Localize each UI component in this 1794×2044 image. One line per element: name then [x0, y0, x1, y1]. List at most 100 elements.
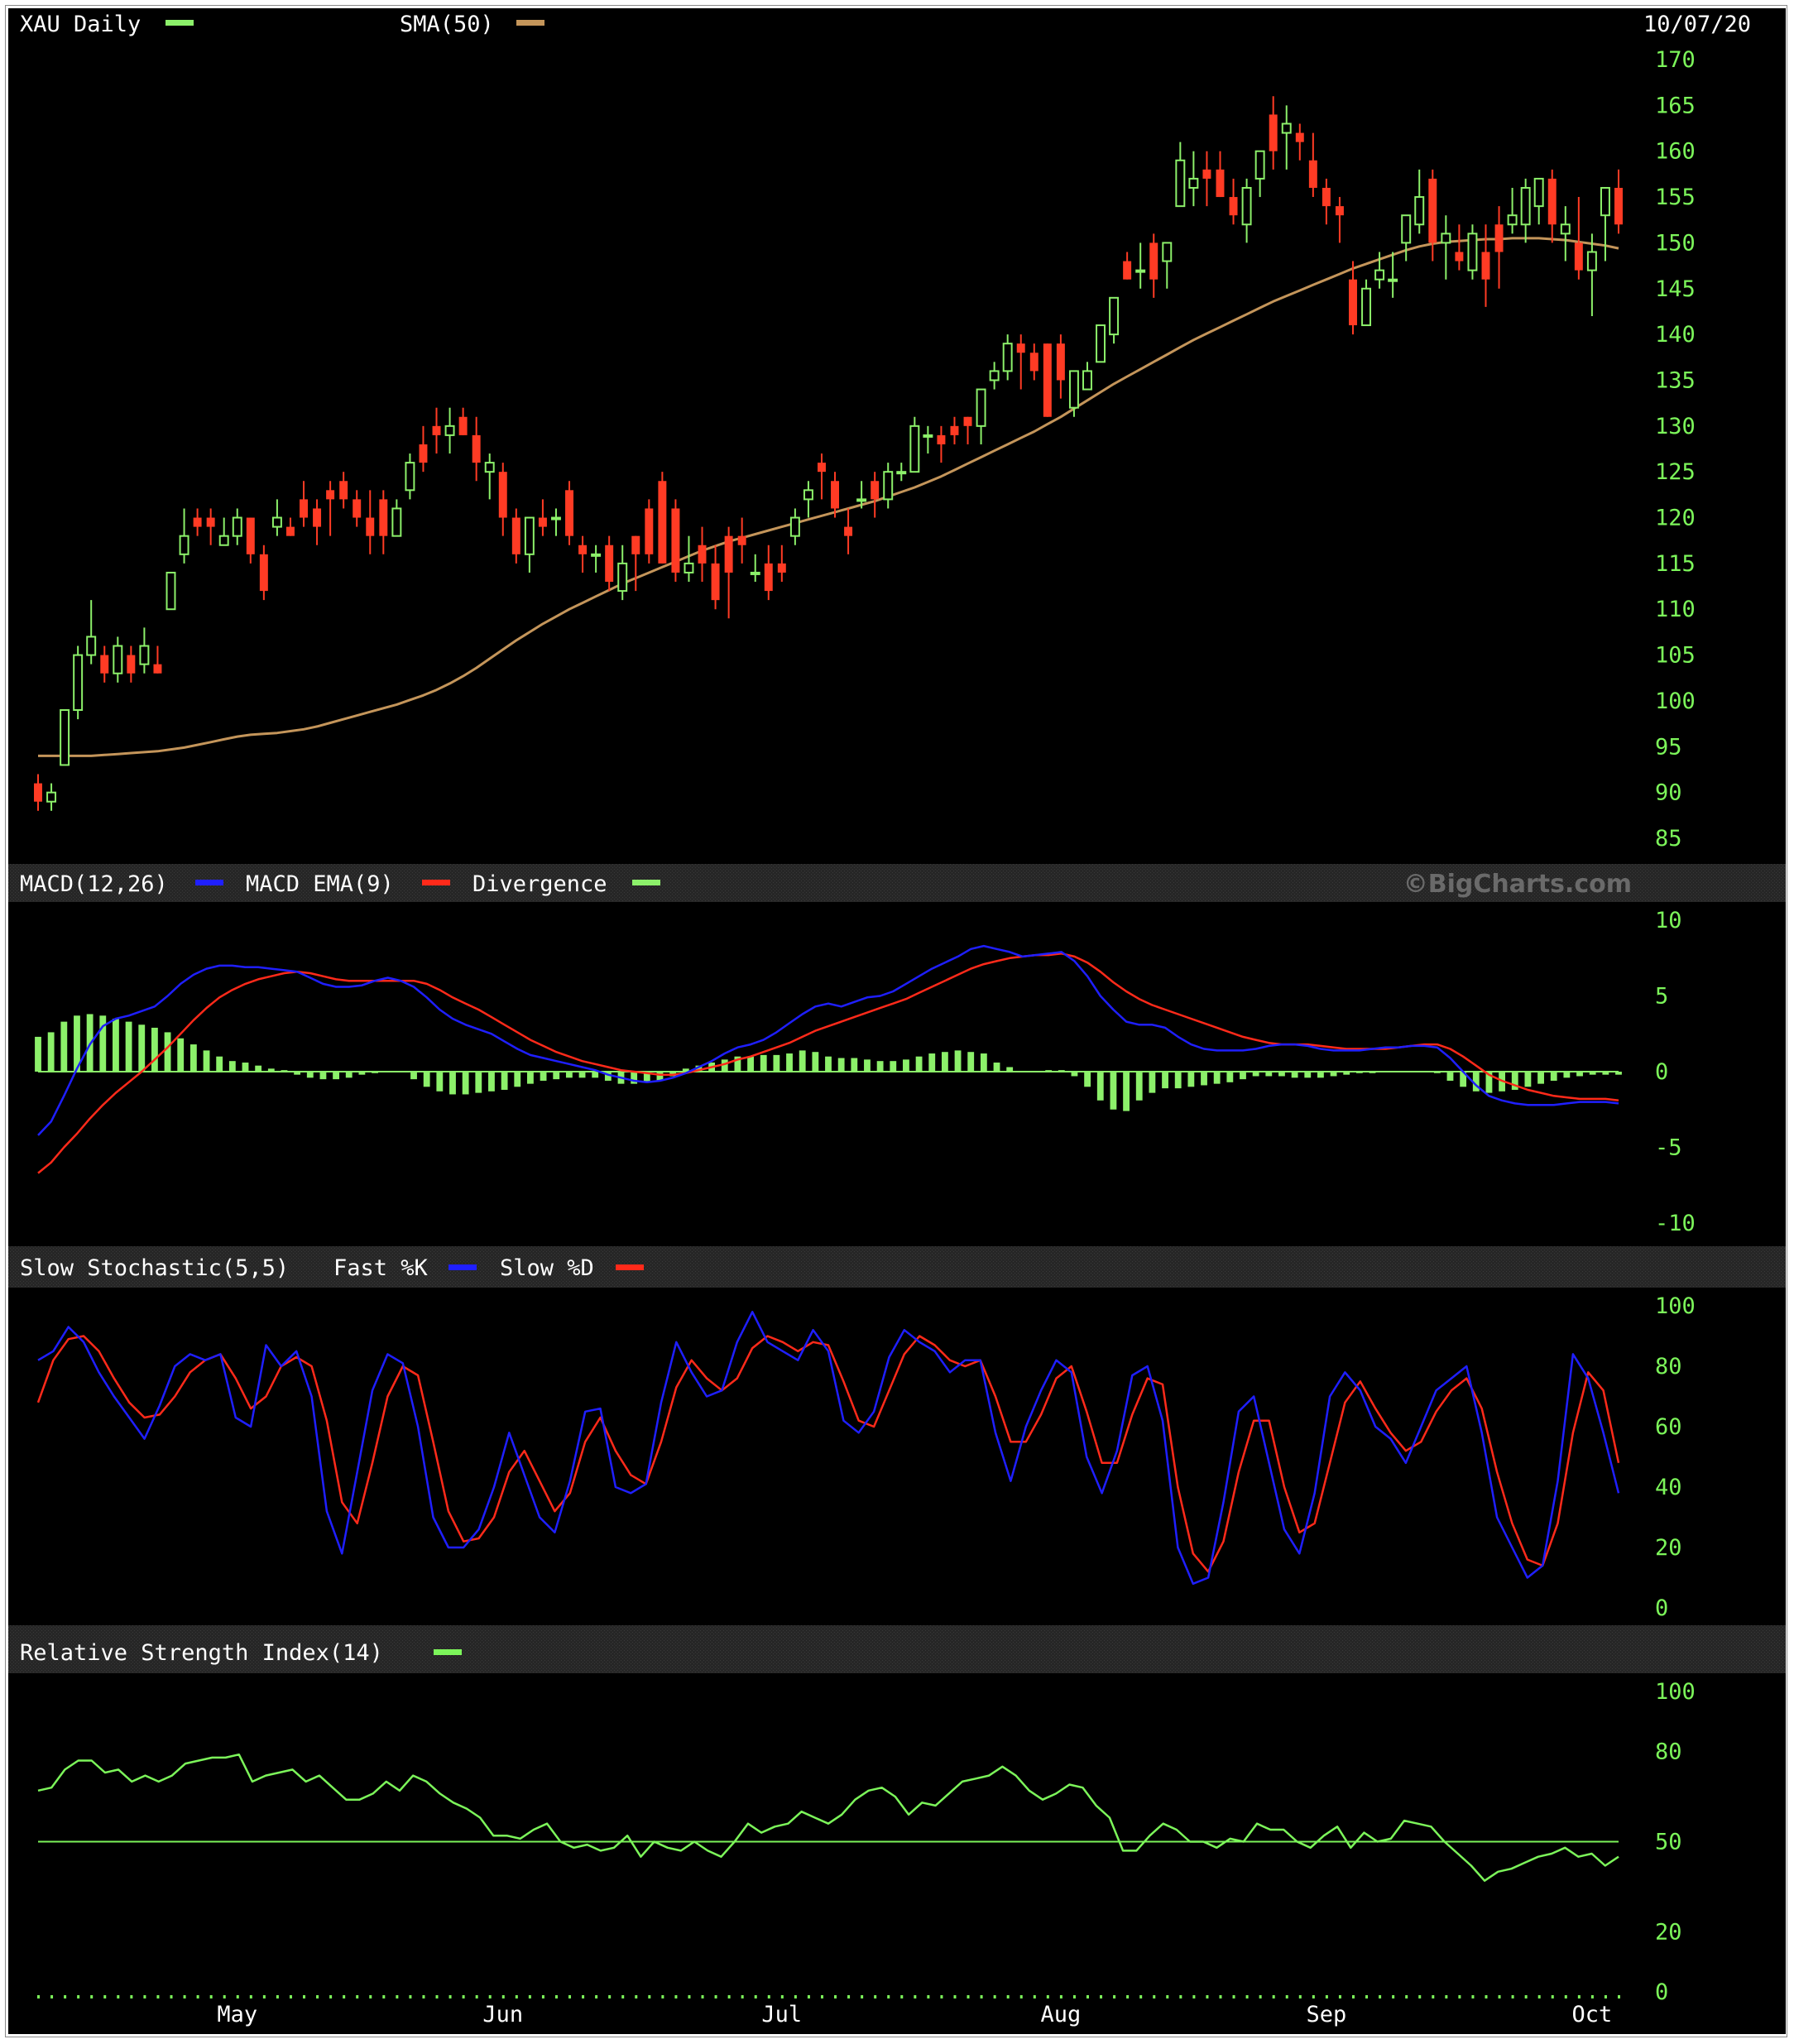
divergence-bar	[1213, 1072, 1221, 1084]
x-axis-tick	[1498, 1995, 1501, 1998]
candle-body-down	[1308, 160, 1317, 188]
candle-body-down	[671, 508, 680, 573]
candle-body-down	[605, 545, 614, 583]
divergence-bar	[462, 1072, 469, 1095]
x-axis-tick	[608, 1995, 612, 1998]
candle-body-down	[817, 463, 826, 473]
candle-body-up	[444, 425, 455, 436]
divergence-bar	[592, 1072, 599, 1078]
x-axis-tick	[1059, 1995, 1062, 1998]
x-axis-tick	[262, 1995, 266, 1998]
divergence-bar	[294, 1072, 301, 1075]
x-axis-tick	[528, 1995, 531, 1998]
divergence-bar	[1317, 1072, 1324, 1078]
price-tick-label: 100	[1655, 689, 1696, 714]
candle-body-down	[1428, 178, 1437, 243]
price-tick-label: 110	[1655, 597, 1696, 622]
candle-body-down	[1614, 187, 1623, 225]
x-axis-tick	[329, 1995, 333, 1998]
divergence-bar	[436, 1072, 444, 1092]
x-axis-tick	[1445, 1995, 1448, 1998]
x-axis-tick	[1072, 1995, 1076, 1998]
x-axis-tick	[1379, 1995, 1382, 1998]
rsi-tick-label: 100	[1655, 1679, 1696, 1705]
divergence-bar	[1201, 1072, 1207, 1086]
candle-body-down	[737, 535, 746, 545]
x-axis-tick	[621, 1995, 625, 1998]
x-axis-tick	[103, 1995, 107, 1998]
candle-body-down	[1043, 343, 1052, 417]
divergence-bar	[565, 1072, 573, 1078]
candle-body-down	[1574, 242, 1583, 271]
candle-body-down	[193, 517, 202, 527]
divergence-bar	[113, 1018, 119, 1072]
divergence-bar	[760, 1054, 767, 1072]
candle-body-up	[86, 636, 97, 656]
rsi-tick-label: 20	[1655, 1919, 1682, 1945]
divergence-bar	[1485, 1072, 1493, 1093]
candle-body-up	[1188, 177, 1199, 189]
divergence-bar	[578, 1072, 586, 1078]
divergence-bar	[747, 1056, 754, 1072]
candle-body-down	[831, 481, 840, 509]
x-axis-tick	[303, 1995, 306, 1998]
rsi-line	[37, 1753, 1619, 1882]
x-axis-tick	[754, 1995, 757, 1998]
divergence-bar	[1446, 1072, 1454, 1081]
divergence-bar	[1006, 1067, 1014, 1072]
slow-d-line	[36, 1335, 1620, 1573]
x-axis-tick	[582, 1995, 585, 1998]
x-axis-tick	[1019, 1995, 1023, 1998]
divergence-label: Divergence	[472, 871, 607, 897]
price-tick-label: 95	[1655, 734, 1682, 760]
candle-body-up	[684, 562, 694, 573]
x-axis-tick	[1405, 1995, 1408, 1998]
stoch-title: Slow Stochastic(5,5)	[20, 1255, 289, 1281]
x-axis-tick	[396, 1995, 399, 1998]
x-axis-tick	[927, 1995, 930, 1998]
x-axis-tick	[794, 1995, 797, 1998]
candle-body-down	[1547, 178, 1557, 225]
x-axis-tick	[143, 1995, 146, 1998]
candle-body-up	[1135, 269, 1146, 273]
candle-body-up	[1241, 186, 1252, 226]
candle-body-up	[1162, 242, 1173, 262]
candle-body-up	[1533, 177, 1544, 208]
candle-body-down	[711, 563, 720, 601]
divergence-bar	[203, 1050, 210, 1072]
candle-body-up	[909, 425, 920, 473]
divergence-bar	[1524, 1072, 1532, 1087]
x-axis-tick	[1551, 1995, 1554, 1998]
price-tick-label: 140	[1655, 322, 1696, 348]
candle-body-down	[206, 517, 215, 527]
candle-body-down	[658, 481, 667, 564]
x-axis-tick	[688, 1995, 691, 1998]
price-tick-label: 155	[1655, 185, 1696, 210]
x-axis-tick	[1432, 1995, 1435, 1998]
candle-body-up	[1586, 251, 1597, 271]
divergence-bar	[1123, 1072, 1130, 1111]
x-axis-tick	[1285, 1995, 1288, 1998]
x-axis-tick	[541, 1995, 544, 1998]
x-axis-tick	[1338, 1995, 1341, 1998]
macd-ema-label: MACD EMA(9)	[246, 871, 394, 897]
candle-body-up	[1254, 150, 1265, 180]
candle-body-down	[353, 499, 362, 518]
candle-body-down	[472, 434, 481, 463]
divergence-bar	[1149, 1072, 1156, 1093]
x-axis-tick	[409, 1995, 412, 1998]
macd-tick-label: -10	[1655, 1211, 1696, 1236]
divergence-bar	[695, 1065, 703, 1072]
divergence-bar	[35, 1036, 41, 1072]
x-axis-tick	[648, 1995, 651, 1998]
price-tick-label: 125	[1655, 459, 1696, 485]
divergence-bar	[1162, 1072, 1168, 1089]
month-label: Oct	[1572, 2002, 1613, 2027]
divergence-bar	[1563, 1072, 1571, 1078]
x-axis-tick	[1086, 1995, 1089, 1998]
x-axis-tick	[196, 1995, 199, 1998]
x-axis-tick	[37, 1995, 40, 1998]
candle-body-up	[1175, 159, 1186, 208]
candle-body-up	[405, 462, 415, 492]
divergence-bar	[786, 1053, 793, 1072]
